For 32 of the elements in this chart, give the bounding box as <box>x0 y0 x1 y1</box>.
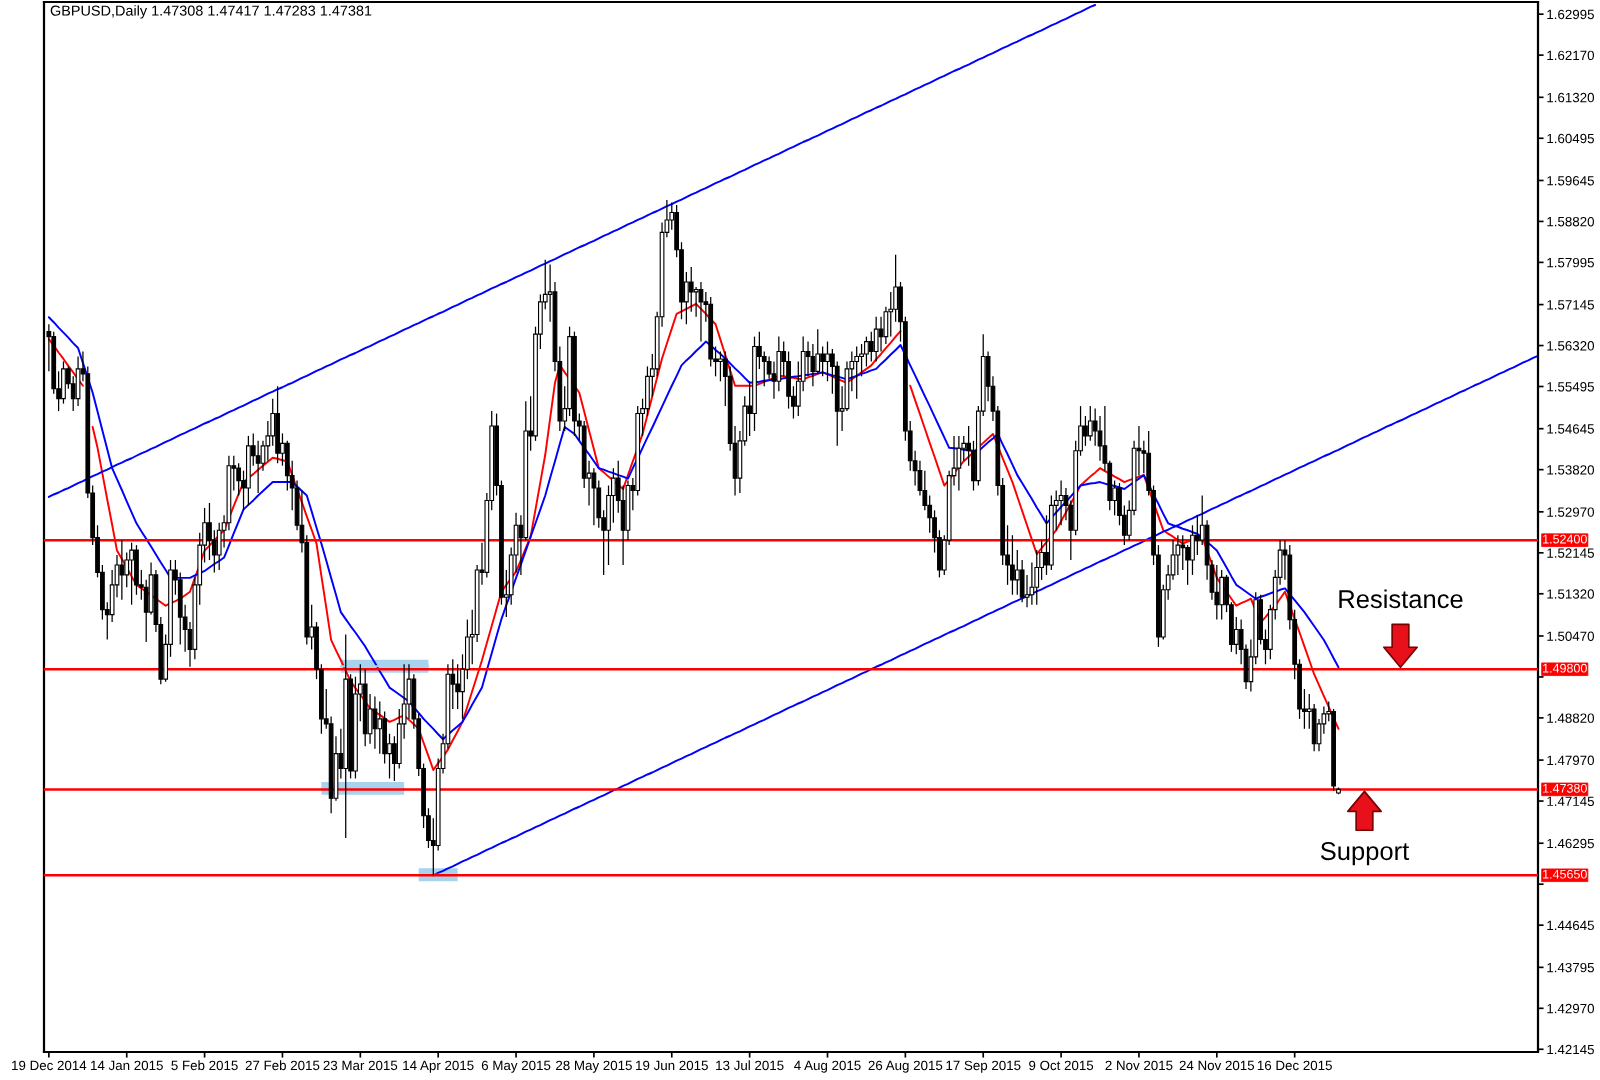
candlestick <box>864 335 869 368</box>
candlestick <box>1087 405 1093 442</box>
candlestick <box>1219 569 1225 621</box>
candlestick <box>1175 534 1181 576</box>
candlestick <box>825 340 830 382</box>
candlestick <box>372 695 378 750</box>
candlestick <box>216 522 222 571</box>
candlestick <box>688 266 694 313</box>
candlestick <box>119 539 125 601</box>
candlestick <box>1083 415 1088 447</box>
candlestick <box>718 350 723 382</box>
annotation: Resistance <box>1339 589 1463 609</box>
candlestick <box>455 663 461 710</box>
annotation: Support <box>1320 842 1410 866</box>
candlestick <box>820 345 826 377</box>
candlestick <box>698 281 704 343</box>
candlestick <box>868 331 874 363</box>
candlestick <box>591 467 597 526</box>
candlestick <box>75 355 81 407</box>
candlestick <box>873 316 879 363</box>
candlestick <box>956 435 962 492</box>
candlestick <box>1014 549 1020 596</box>
candlestick <box>776 335 782 392</box>
candlestick <box>854 345 860 400</box>
candlestick <box>1214 564 1220 621</box>
candlestick <box>129 542 134 606</box>
candlestick <box>275 385 280 464</box>
candlestick <box>61 360 66 405</box>
candlestick <box>246 435 251 507</box>
candlestick <box>377 700 383 755</box>
candlestick <box>255 440 261 494</box>
candlestick <box>1194 514 1200 556</box>
